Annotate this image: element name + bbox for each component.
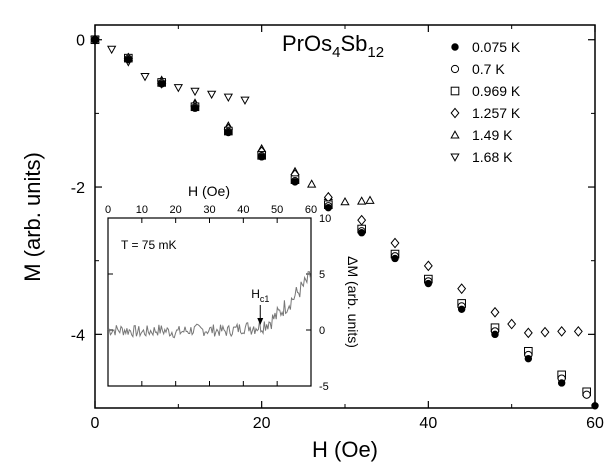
data-point <box>357 196 367 205</box>
inset-y-tick-label: 0 <box>319 325 325 337</box>
data-point <box>240 96 250 105</box>
inset-temperature-annotation: T = 75 mK <box>121 238 176 252</box>
data-point <box>457 305 466 314</box>
data-point <box>173 84 183 93</box>
data-point <box>291 178 299 186</box>
data-point <box>124 55 133 64</box>
inset-hc1-label: Hc1 <box>251 287 269 304</box>
data-point <box>582 390 591 399</box>
main-axis-ticks: 0 20 40 600-2-4 <box>71 25 604 432</box>
inset-x-tick-label: 10 <box>136 204 148 216</box>
series-1-49-K <box>90 34 375 206</box>
data-point <box>307 179 317 188</box>
data-point <box>507 318 517 330</box>
legend-entry-label: 0.969 K <box>472 83 521 99</box>
data-point <box>107 45 117 55</box>
data-point <box>91 36 99 44</box>
y-tick-label: -4 <box>71 327 85 344</box>
data-point <box>457 283 467 295</box>
data-point <box>557 379 566 387</box>
legend-entry-label: 0.7 K <box>472 61 505 77</box>
legend-marker <box>450 64 460 74</box>
data-point <box>523 327 533 339</box>
legend-marker <box>451 43 459 51</box>
title-sub1: 4 <box>332 44 340 61</box>
chart-title: PrOs4Sb12 <box>282 31 384 61</box>
legend-entry-label: 0.075 K <box>472 39 521 55</box>
inset-x-tick-label: 50 <box>271 204 283 216</box>
inset-y-axis-label: ΔM (arb. units) <box>345 256 361 348</box>
main-data-series <box>90 34 599 410</box>
title-sub2: 12 <box>367 44 384 61</box>
inset-delta-m-line <box>107 271 311 339</box>
data-point <box>423 260 433 272</box>
legend-marker <box>450 153 460 162</box>
series-0-075-K <box>91 36 599 410</box>
x-tick-label: 60 <box>586 415 604 432</box>
x-tick-label: 0 <box>91 415 100 432</box>
data-point <box>207 90 217 100</box>
data-point <box>591 402 599 410</box>
inset-y-tick-label: 5 <box>319 269 325 281</box>
data-point <box>540 326 550 338</box>
data-point <box>157 80 166 88</box>
inset-x-tick-label: 0 <box>105 204 111 216</box>
legend-marker <box>450 86 460 96</box>
data-point <box>357 229 366 237</box>
hc1-base: H <box>251 287 260 301</box>
y-tick-label: -2 <box>71 180 85 197</box>
data-point <box>573 326 583 337</box>
data-point <box>324 203 333 212</box>
data-point <box>224 128 233 137</box>
inset-axes-box <box>107 217 312 387</box>
legend-marker <box>450 130 460 139</box>
inset-hc1-arrow <box>257 305 264 325</box>
data-point <box>223 93 233 103</box>
title-mid: Sb <box>340 31 367 56</box>
x-axis-label: H (Oe) <box>312 437 378 462</box>
legend-entry-label: 1.49 K <box>472 127 513 143</box>
data-point <box>257 153 266 161</box>
data-point <box>491 330 499 339</box>
inset-x-axis-label: H (Oe) <box>188 183 230 199</box>
data-point <box>191 104 199 112</box>
x-tick-label: 20 <box>253 415 271 432</box>
inset-x-tick-label: 60 <box>305 204 317 216</box>
hc1-arrow-head <box>257 318 264 325</box>
y-axis-label: M (arb. units) <box>20 152 45 282</box>
inset-x-tick-label: 40 <box>237 204 249 216</box>
data-point <box>190 87 200 97</box>
legend-marker <box>450 107 460 119</box>
data-point <box>524 354 533 363</box>
y-tick-label: 0 <box>76 33 85 50</box>
data-point <box>140 73 150 82</box>
legend-entry-label: 1.257 K <box>472 105 521 121</box>
x-tick-label: 40 <box>419 415 437 432</box>
data-point <box>391 254 399 263</box>
title-base: PrOs <box>282 31 332 56</box>
inset-x-tick-label: 20 <box>170 204 182 216</box>
series-1-68-K <box>90 36 250 105</box>
hc1-sub: c1 <box>260 294 270 304</box>
data-point <box>340 196 350 206</box>
inset-x-tick-label: 30 <box>203 204 215 216</box>
inset-y-tick-label: 10 <box>319 213 331 225</box>
data-point <box>490 306 500 318</box>
legend-entry-label: 1.68 K <box>472 149 513 165</box>
data-point <box>390 237 400 249</box>
data-point <box>365 195 375 204</box>
data-point <box>557 326 567 337</box>
data-point <box>357 214 367 226</box>
legend: 0.075 K 0.7 K 0.969 K 1.257 K 1.49 K 1.68 K <box>450 39 521 165</box>
data-point <box>424 279 433 288</box>
inset-y-tick-label: -5 <box>319 381 329 393</box>
